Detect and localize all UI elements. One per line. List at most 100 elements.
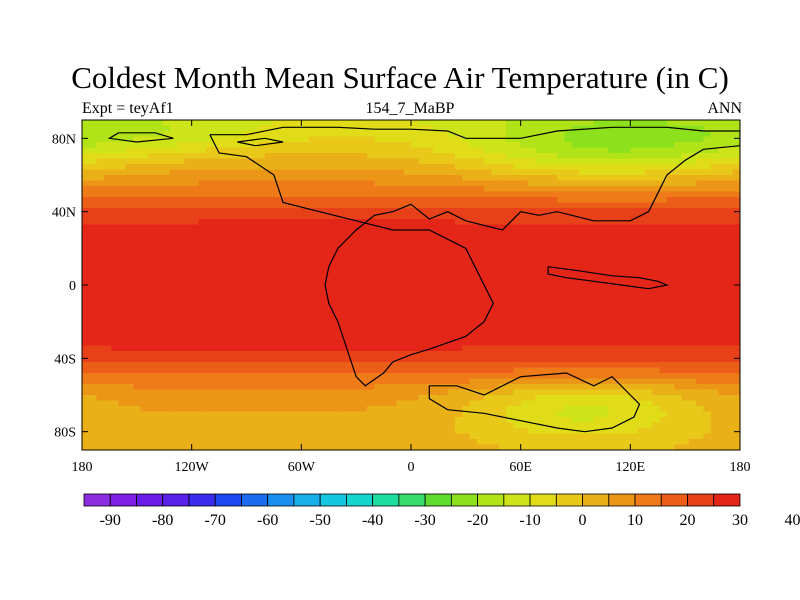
field-cell xyxy=(557,400,566,407)
field-cell xyxy=(177,422,185,429)
field-cell xyxy=(454,400,463,407)
field-cell xyxy=(418,389,427,396)
field-cell xyxy=(674,197,683,204)
field-cell xyxy=(389,131,397,138)
field-cell xyxy=(264,164,273,171)
field-cell xyxy=(674,246,683,253)
field-cell xyxy=(374,340,383,347)
field-cell xyxy=(579,186,588,193)
field-cell xyxy=(381,197,390,204)
field-cell xyxy=(389,213,397,220)
field-cell xyxy=(381,340,390,347)
field-cell xyxy=(484,142,493,149)
field-cell xyxy=(608,318,617,325)
field-cell xyxy=(147,285,156,292)
field-cell xyxy=(659,290,668,297)
field-cell xyxy=(140,367,149,374)
field-cell xyxy=(286,411,295,418)
field-cell xyxy=(198,230,207,237)
field-cell xyxy=(396,422,405,429)
field-cell xyxy=(542,340,551,347)
field-cell xyxy=(228,400,237,407)
field-cell xyxy=(557,367,566,374)
field-cell xyxy=(345,180,354,187)
field-cell xyxy=(213,186,222,193)
field-cell xyxy=(235,345,244,352)
field-cell xyxy=(286,395,295,402)
field-cell xyxy=(396,323,405,330)
field-cell xyxy=(264,389,273,396)
field-cell xyxy=(345,268,354,275)
field-cell xyxy=(440,180,449,187)
field-cell xyxy=(337,158,346,165)
field-cell xyxy=(718,246,726,253)
field-cell xyxy=(732,268,740,275)
field-cell xyxy=(652,411,661,418)
field-cell xyxy=(681,345,690,352)
field-cell xyxy=(630,290,639,297)
field-cell xyxy=(696,147,705,154)
field-cell xyxy=(396,175,405,182)
field-cell xyxy=(447,153,456,160)
field-cell xyxy=(696,417,705,424)
field-cell xyxy=(352,235,361,242)
field-cell xyxy=(623,213,631,220)
field-cell xyxy=(652,241,661,248)
field-cell xyxy=(549,312,558,319)
field-cell xyxy=(593,175,602,182)
field-cell xyxy=(242,340,251,347)
field-cell xyxy=(191,213,200,220)
field-cell xyxy=(557,296,566,303)
field-cell xyxy=(549,219,558,226)
field-cell xyxy=(652,362,661,369)
field-cell xyxy=(242,290,251,297)
field-cell xyxy=(411,389,419,396)
field-cell xyxy=(330,329,339,336)
field-cell xyxy=(579,285,588,292)
field-cell xyxy=(608,131,617,138)
field-cell xyxy=(345,131,354,138)
field-cell xyxy=(403,285,412,292)
field-cell xyxy=(345,296,354,303)
field-cell xyxy=(381,323,390,330)
field-cell xyxy=(162,257,171,264)
field-cell xyxy=(352,307,361,314)
field-cell xyxy=(623,136,631,143)
field-cell xyxy=(579,180,588,187)
field-cell xyxy=(425,208,434,215)
field-cell xyxy=(527,362,536,369)
field-cell xyxy=(432,131,441,138)
field-cell xyxy=(718,197,726,204)
field-cell xyxy=(330,235,339,242)
field-cell xyxy=(535,125,544,132)
field-cell xyxy=(520,384,529,391)
field-cell xyxy=(213,395,222,402)
field-cell xyxy=(615,142,624,149)
field-cell xyxy=(615,367,624,374)
field-cell xyxy=(359,345,368,352)
field-cell xyxy=(191,235,200,242)
field-cell xyxy=(557,378,566,385)
field-cell xyxy=(111,213,120,220)
field-cell xyxy=(301,362,310,369)
field-cell xyxy=(535,274,544,281)
field-cell xyxy=(674,411,683,418)
field-cell xyxy=(498,345,507,352)
field-cell xyxy=(315,158,324,165)
field-cell xyxy=(403,191,412,198)
field-cell xyxy=(666,268,675,275)
field-cell xyxy=(513,230,522,237)
field-cell xyxy=(491,213,500,220)
field-cell xyxy=(703,340,712,347)
field-cell xyxy=(630,389,639,396)
field-cell xyxy=(498,395,507,402)
field-cell xyxy=(710,246,719,253)
field-cell xyxy=(623,219,631,226)
field-cell xyxy=(674,131,683,138)
field-cell xyxy=(615,175,624,182)
field-cell xyxy=(710,417,719,424)
field-cell xyxy=(520,208,529,215)
field-cell xyxy=(601,318,609,325)
field-cell xyxy=(177,224,185,231)
field-cell xyxy=(498,268,507,275)
